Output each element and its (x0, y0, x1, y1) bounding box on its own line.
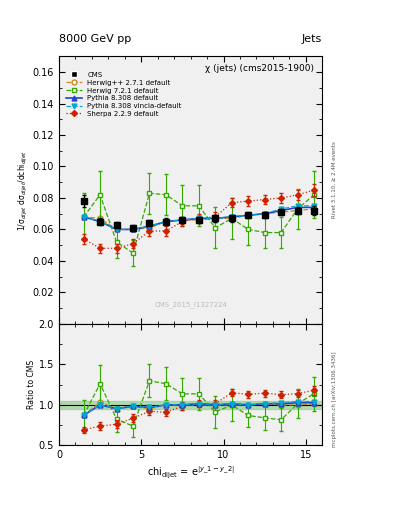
Text: mcplots.cern.ch [arXiv:1306.3436]: mcplots.cern.ch [arXiv:1306.3436] (332, 352, 337, 447)
Text: Rivet 3.1.10, ≥ 2.4M events: Rivet 3.1.10, ≥ 2.4M events (332, 141, 337, 218)
Text: 8000 GeV pp: 8000 GeV pp (59, 33, 131, 44)
Bar (59, 401, 322, 409)
Text: χ (jets) (cms2015-1900): χ (jets) (cms2015-1900) (206, 65, 314, 73)
Text: CMS_2015_I1327224: CMS_2015_I1327224 (154, 301, 227, 308)
Y-axis label: Ratio to CMS: Ratio to CMS (27, 360, 36, 409)
Legend: CMS, Herwig++ 2.7.1 default, Herwig 7.2.1 default, Pythia 8.308 default, Pythia : CMS, Herwig++ 2.7.1 default, Herwig 7.2.… (65, 71, 183, 118)
X-axis label: chi$_{\mathregular{dijet}}$ = e$^{|y\_1 - y\_2|}$: chi$_{\mathregular{dijet}}$ = e$^{|y\_1 … (147, 464, 235, 481)
Text: Jets: Jets (302, 33, 322, 44)
Y-axis label: 1/σ$_{dijet}$ dσ$_{dijet}$/dchi$_{dijet}$: 1/σ$_{dijet}$ dσ$_{dijet}$/dchi$_{dijet}… (17, 150, 30, 230)
